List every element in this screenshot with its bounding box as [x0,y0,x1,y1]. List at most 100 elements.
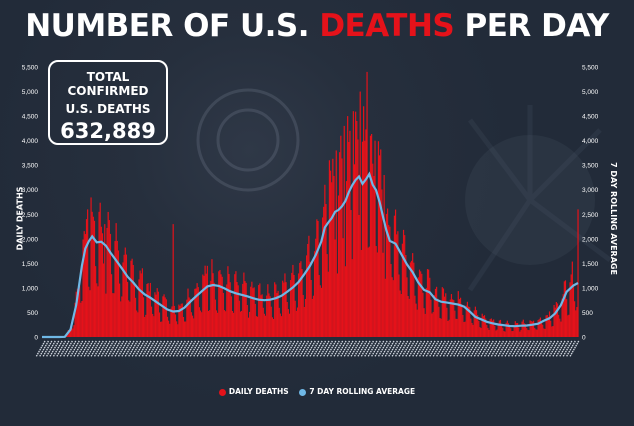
y-tick-left-5500: 5,500 [22,65,39,72]
bar-day-368 [461,304,463,337]
bar-day-208 [278,307,280,337]
x-tick-label-213 [278,340,289,358]
y-tick-left-500: 500 [27,310,38,317]
bar-day-379 [473,310,475,337]
bar-day-395 [491,320,494,337]
bar-day-456 [561,298,563,337]
bar-day-157 [220,274,222,337]
x-tick-label-6 [42,340,53,358]
bar-day-183 [250,286,252,337]
x-tick-label-207 [271,340,282,358]
bar-day-244 [319,285,321,337]
bar-day-160 [223,310,226,337]
y-tick-right-3500: 3,500 [582,163,599,170]
bar-day-430 [531,321,534,337]
bar-day-465 [571,261,573,337]
x-tick-label-195 [257,340,268,358]
bar-day-197 [266,295,268,337]
x-tick-label-129 [182,340,193,358]
bar-day-225 [298,273,300,337]
x-tick-label-81 [127,340,138,358]
bar-day-192 [260,295,262,337]
x-tick-label-330 [411,340,422,358]
x-tick-label-237 [305,340,316,358]
x-tick-label-78 [124,340,135,358]
title-part-2: DEATHS [319,8,455,44]
bar-day-342 [431,313,433,337]
bar-day-162 [226,284,228,337]
bar-day-448 [552,326,554,337]
bar-day-389 [485,318,487,337]
bar-day-419 [519,331,521,337]
x-tick-label-189 [250,340,262,358]
x-tick-label-273 [346,340,357,358]
bar-day-140 [201,312,203,337]
bar-day-281 [361,141,364,337]
bar-day-61 [110,274,113,337]
bar-day-164 [228,273,230,337]
bar-day-329 [416,309,418,337]
bar-day-224 [296,307,299,337]
x-tick-label-291 [367,340,378,358]
bar-day-132 [191,315,194,337]
y-tick-left-3000: 3,000 [22,187,39,194]
bar-day-211 [282,280,284,337]
x-tick-label-303 [380,340,392,358]
bar-day-70 [121,296,123,337]
bar-day-87 [140,273,142,337]
bar-day-436 [538,319,540,337]
y-ticks-right: 0 500 1,000 1,500 2,000 2,500 3,000 3,500 4,000 4… [582,65,599,342]
bar-day-321 [407,296,409,337]
bar-day-364 [456,318,458,337]
x-tick-label-141 [196,340,207,358]
bar-day-424 [524,324,527,337]
x-tick-label-270 [343,340,354,358]
bar-day-178 [244,281,246,337]
legend-dot-average [299,388,307,396]
bar-day-404 [502,327,504,337]
bar-day-316 [401,243,404,337]
x-tick-label-258 [329,340,340,358]
bar-day-334 [422,292,424,337]
bar-day-367 [459,297,462,337]
bar-day-411 [510,328,512,337]
bar-day-230 [303,306,305,337]
x-tick-label-108 [158,340,169,358]
bar-day-328 [415,303,417,337]
bar-day-447 [551,326,553,337]
bar-day-110 [166,316,169,337]
x-tick-label-432 [528,340,539,358]
legend-dot-daily [218,388,226,396]
bar-day-464 [570,274,572,337]
bar-day-207 [277,290,279,337]
y-tick-left-5000: 5,000 [22,89,39,96]
bar-day-250 [326,254,328,337]
x-tick-label-138 [192,340,203,358]
bar-day-410 [509,325,511,337]
bar-day-238 [312,295,315,337]
bar-day-466 [572,284,575,337]
bar-day-263 [341,158,343,337]
x-tick-label-66 [110,340,121,358]
bar-day-62 [112,293,114,337]
bar-day-240 [315,238,317,337]
bar-day-111 [168,320,170,337]
bar-day-350 [440,318,442,337]
bar-day-90 [144,316,146,337]
bar-day-109 [165,299,167,337]
x-tick-label-390 [480,340,491,358]
bar-day-361 [453,300,455,337]
x-tick-label-126 [179,340,190,358]
bar-day-107 [163,294,165,337]
bar-day-105 [161,321,163,337]
legend: DAILY DEATHS 7 DAY ROLLING AVERAGE [0,387,634,396]
bar-day-318 [404,235,406,337]
bar-day-88 [141,268,143,337]
bar-day-167 [231,311,234,337]
bar-day-172 [237,285,239,337]
bar-day-443 [546,315,548,337]
x-tick-label-234 [302,340,313,358]
x-tick-label-60 [103,340,115,358]
bar-day-86 [139,270,141,337]
x-tick-label-339 [421,340,433,358]
